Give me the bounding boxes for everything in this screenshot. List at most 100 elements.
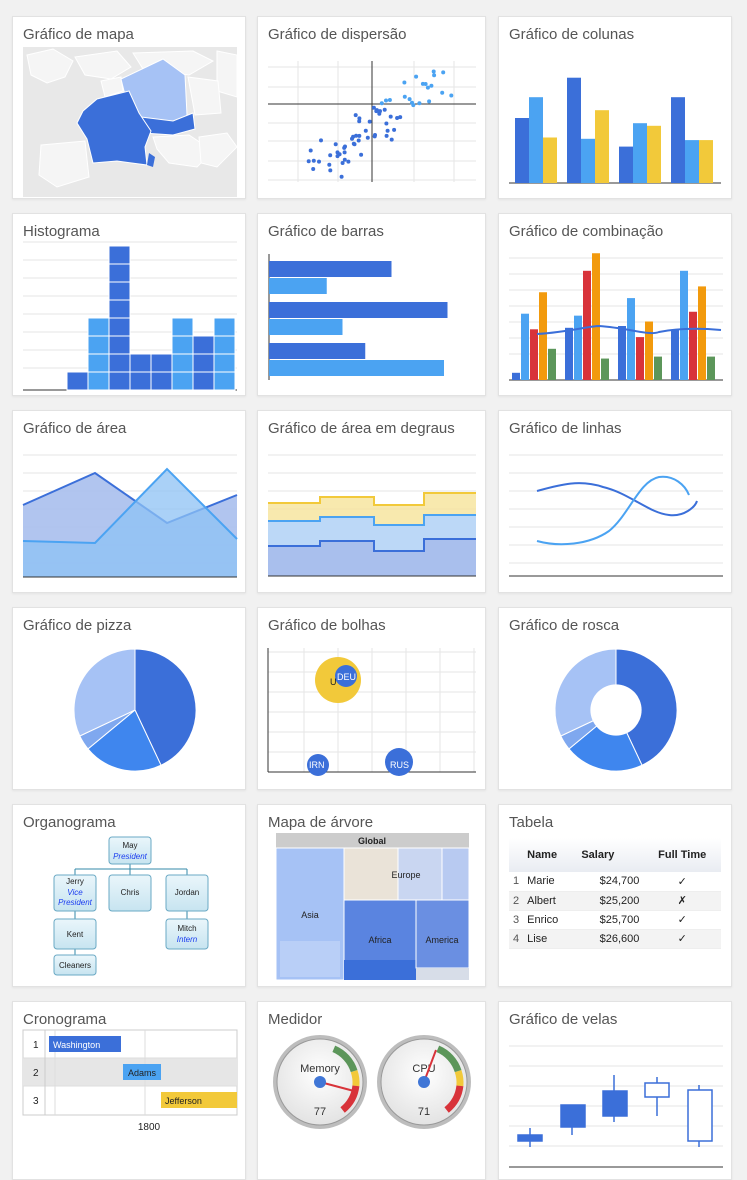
histogram-bar [108, 353, 131, 373]
candle [602, 1090, 628, 1117]
treemap-root-label: Global [358, 836, 386, 846]
scatter-point [342, 145, 347, 150]
combo-bar [539, 292, 547, 380]
table-header-full-time[interactable]: Full Time [643, 838, 721, 872]
scatter-point [319, 138, 323, 143]
org-node-role: Intern [177, 935, 198, 944]
card-area-chart[interactable]: Gráfico de área [12, 410, 246, 593]
combo-bar [698, 286, 706, 380]
series-b-area [23, 469, 237, 577]
scatter-point [371, 105, 376, 110]
bar [269, 319, 343, 335]
gauge-value: 71 [418, 1106, 430, 1118]
timeline-bar-label: Jefferson [165, 1096, 202, 1106]
card-column-chart[interactable]: Gráfico de colunas [498, 16, 732, 199]
column-bar [515, 118, 529, 183]
card-map-chart[interactable]: Gráfico de mapa [12, 16, 246, 199]
org-node-name: Jordan [175, 888, 199, 897]
histogram-bar [150, 353, 173, 373]
scatter-point [431, 69, 436, 74]
histogram-bar [108, 281, 131, 301]
combo-line [536, 324, 722, 335]
card-bar-chart[interactable]: Gráfico de barras [257, 213, 486, 396]
column-bar [543, 137, 557, 183]
card-donut-chart[interactable]: Gráfico de rosca [498, 607, 732, 790]
card-line-chart[interactable]: Gráfico de linhas [498, 410, 732, 593]
histogram-bar [213, 371, 236, 391]
table-row[interactable]: 4 Lise $26,600 ✓ [509, 929, 721, 949]
table-header-salary[interactable]: Salary [577, 838, 644, 872]
timeline-bar[interactable] [161, 1092, 237, 1108]
card-title: Gráfico de dispersão [268, 26, 407, 43]
card-treemap[interactable]: Mapa de árvore Global Europe Asia Africa… [257, 804, 486, 987]
scatter-point [429, 83, 434, 88]
histogram-bar [108, 299, 131, 319]
column-bar [685, 140, 699, 183]
bar [269, 343, 366, 359]
card-title: Histograma [23, 223, 100, 240]
scatter-point [328, 168, 333, 173]
card-pie-chart[interactable]: Gráfico de pizza [12, 607, 246, 790]
column-bar [581, 138, 595, 183]
org-node-role: President [113, 852, 148, 861]
scatter-point [373, 133, 377, 137]
histogram-bar [171, 371, 194, 391]
card-title: Cronograma [23, 1011, 107, 1028]
area-chart [22, 454, 238, 578]
scatter-point [441, 70, 446, 75]
bubble-label-u: U [330, 677, 337, 687]
combo-bar [583, 270, 591, 380]
combo-bar [671, 329, 679, 380]
combo-bar [565, 327, 573, 380]
timeline-bar[interactable] [49, 1036, 121, 1052]
scatter-point [384, 133, 389, 138]
table-row[interactable]: 3 Enrico $25,700 ✓ [509, 910, 721, 930]
scatter-point [357, 133, 362, 138]
pie-chart [73, 648, 197, 772]
card-table[interactable]: Tabela Name Salary Full Time 1 Marie $24,7… [498, 804, 732, 987]
org-node-role-line1: Vice [67, 888, 83, 897]
combo-bar [627, 298, 635, 380]
scatter-point [346, 159, 351, 164]
series-a-line [536, 482, 698, 517]
timeline-bar-label: Adams [128, 1068, 157, 1078]
pie-slice [87, 709, 162, 772]
combo-bar [521, 313, 529, 380]
scatter-point [417, 101, 422, 106]
card-title: Mapa de árvore [268, 814, 374, 831]
scatter-point [389, 137, 394, 142]
scatter-point [357, 119, 362, 124]
table-row[interactable]: 2 Albert $25,200 ✗ [509, 891, 721, 911]
scatter-point [432, 73, 437, 78]
card-org-chart[interactable]: Organograma May President Jerry Vice Pre… [12, 804, 246, 987]
histogram-bar [129, 371, 152, 391]
scatter-point [398, 115, 403, 120]
scatter-point [374, 109, 379, 114]
histogram-bar [87, 371, 110, 391]
card-bubble-chart[interactable]: Gráfico de bolhas U DEU IRN RUS [257, 607, 486, 790]
histogram-bar [66, 371, 89, 391]
card-gauge[interactable]: Medidor Memory 77 CPU 71 [257, 1001, 486, 1180]
histogram-bar [213, 335, 236, 355]
histogram-bar [192, 371, 215, 391]
combo-bar [645, 321, 653, 380]
table-cell-index: 4 [509, 929, 524, 949]
card-title: Gráfico de combinação [509, 223, 664, 240]
scatter-point [384, 121, 389, 126]
treemap-label-europe: Europe [391, 870, 420, 880]
table-row[interactable]: 1 Marie $24,700 ✓ [509, 872, 721, 892]
timeline-bar[interactable] [123, 1064, 161, 1080]
scatter-point [367, 119, 372, 124]
card-timeline[interactable]: Cronograma 1 2 3 Washington Adams Jeffer… [12, 1001, 246, 1180]
bubble-label-rus: RUS [390, 760, 409, 770]
card-scatter-chart[interactable]: Gráfico de dispersão [257, 16, 486, 199]
card-combo-chart[interactable]: Gráfico de combinação [498, 213, 732, 396]
card-histogram[interactable]: Histograma [12, 213, 246, 396]
card-stepped-area-chart[interactable]: Gráfico de área em degraus [257, 410, 486, 593]
scatter-point [407, 97, 412, 102]
table-cell-name: Albert [523, 891, 578, 911]
card-candlestick-chart[interactable]: Gráfico de velas [498, 1001, 732, 1180]
table-header-name[interactable]: Name [523, 838, 578, 872]
card-title: Gráfico de rosca [509, 617, 620, 634]
org-node-name: Kent [67, 930, 84, 939]
